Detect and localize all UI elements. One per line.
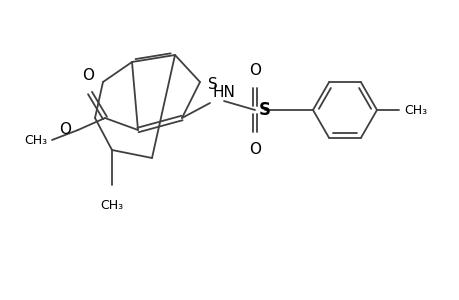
Text: O: O [248, 63, 260, 78]
Text: HN: HN [213, 85, 235, 100]
Text: S: S [207, 76, 217, 92]
Text: O: O [248, 142, 260, 157]
Text: O: O [82, 68, 94, 83]
Text: CH₃: CH₃ [24, 134, 47, 146]
Text: O: O [59, 122, 71, 137]
Text: S: S [258, 101, 270, 119]
Text: CH₃: CH₃ [100, 199, 123, 212]
Text: CH₃: CH₃ [403, 103, 426, 116]
